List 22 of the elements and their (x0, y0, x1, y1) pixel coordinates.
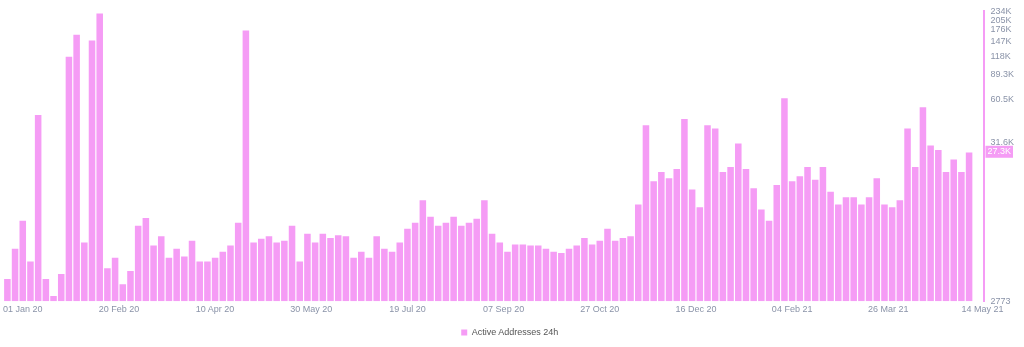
x-tick-label: 07 Sep 20 (483, 304, 525, 315)
x-tick-label: 26 Mar 21 (868, 304, 909, 315)
y-tick-label: 176K (990, 24, 1012, 35)
x-tick-label: 19 Jul 20 (389, 304, 426, 315)
y-tick-label: 234K (990, 5, 1012, 16)
annotation: 27.3K (987, 146, 1012, 157)
x-tick-label: 01 Jan 20 (2, 304, 43, 315)
x-tick-label: 30 May 20 (290, 304, 333, 315)
y-tick-label: 205K (990, 14, 1012, 25)
y-tick-label: 147K (990, 36, 1012, 47)
y-tick-label: 118K (990, 50, 1011, 61)
x-tick-label: 27 Oct 20 (580, 304, 620, 315)
x-tick-label: 14 May 21 (961, 304, 1004, 315)
x-tick-label: 04 Feb 21 (771, 304, 813, 315)
x-tick-label: 10 Apr 20 (195, 304, 235, 315)
x-tick-label: 20 Feb 20 (98, 304, 140, 315)
x-tick-label: 16 Dec 20 (675, 304, 717, 315)
y-tick-label: 31.6K (990, 136, 1015, 147)
y-tick-label: 89.3K (990, 68, 1015, 79)
y-tick-label: 60.5K (990, 94, 1015, 105)
legend-label: Active Addresses 24h (471, 326, 559, 337)
y-tick-label: 2773 (990, 295, 1011, 306)
